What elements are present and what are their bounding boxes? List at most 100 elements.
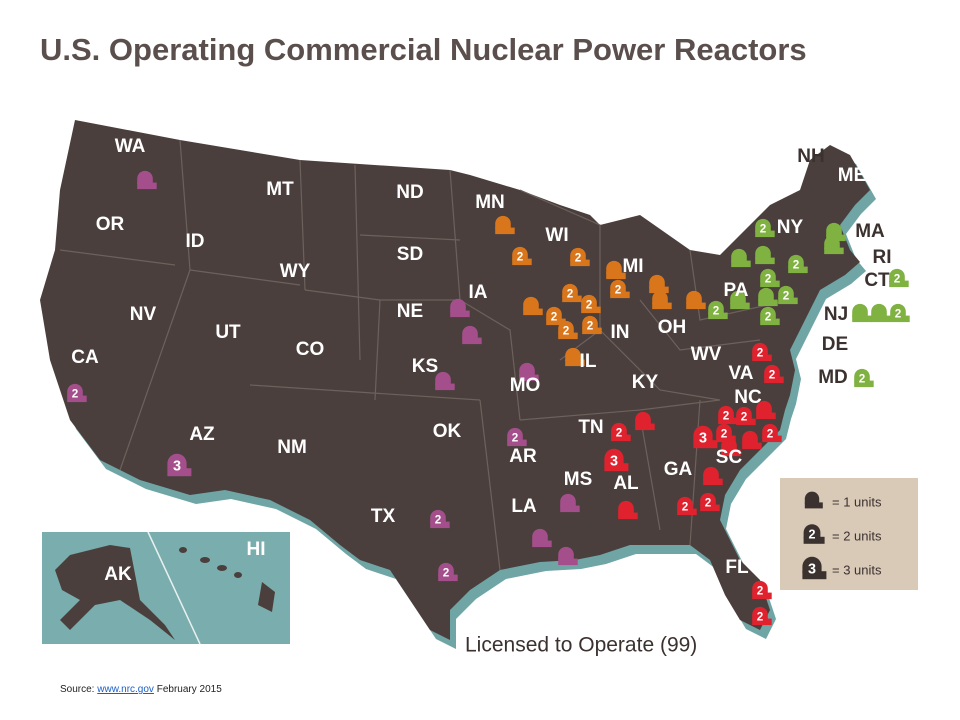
reactor-site xyxy=(686,290,706,310)
unit-count: 2 xyxy=(721,427,728,440)
state-border xyxy=(359,234,461,241)
reactor-site: 2 xyxy=(708,300,728,320)
state-label: OR xyxy=(96,214,125,235)
reactor-base xyxy=(890,315,910,323)
reactor-base xyxy=(532,540,552,548)
reactor-dome xyxy=(512,246,528,260)
reactor-base xyxy=(871,315,891,323)
state-label: NH xyxy=(797,146,824,167)
reactor-dome xyxy=(802,556,822,573)
reactor-base xyxy=(610,291,630,299)
reactor-site: 3 xyxy=(604,448,629,472)
reactor-dome xyxy=(730,290,746,304)
reactor-dome xyxy=(755,245,771,259)
reactor-base xyxy=(854,380,874,388)
reactor-site: 2 xyxy=(803,524,825,544)
state-label: KY xyxy=(632,372,659,393)
reactor-base xyxy=(760,318,780,326)
source-suffix: February 2015 xyxy=(156,684,222,695)
reactor-dome xyxy=(519,362,535,376)
reactor-site: 2 xyxy=(507,427,527,447)
state-border xyxy=(689,399,701,546)
reactor-site xyxy=(756,400,776,420)
state-border xyxy=(189,269,301,286)
unit-count: 2 xyxy=(793,258,800,271)
reactor-dome xyxy=(604,448,624,465)
reactor-dome xyxy=(804,491,820,504)
reactor-base xyxy=(562,295,582,303)
state-border xyxy=(519,399,721,421)
reactor-dome xyxy=(760,268,776,282)
reactor-site xyxy=(731,248,751,268)
reactor-base xyxy=(67,395,87,403)
reactor-dome xyxy=(618,500,634,514)
reactor-base xyxy=(693,440,718,449)
state-label: NV xyxy=(130,304,157,325)
unit-count: 2 xyxy=(741,410,748,423)
reactor-site xyxy=(824,235,844,255)
unit-count: 2 xyxy=(767,427,774,440)
reactor-site xyxy=(532,528,552,548)
legend-label: = 3 units xyxy=(832,562,882,577)
state-label: TN xyxy=(578,417,603,438)
state-border xyxy=(639,299,761,351)
reactor-site: 2 xyxy=(889,268,909,288)
reactor-dome xyxy=(532,528,548,542)
reactor-dome xyxy=(716,423,732,437)
state-label: MO xyxy=(510,375,541,396)
reactor-base xyxy=(137,182,157,190)
reactor-dome xyxy=(760,306,776,320)
reactor-base xyxy=(558,332,578,340)
reactor-dome xyxy=(718,405,734,419)
reactor-dome xyxy=(752,580,768,594)
reactor-dome xyxy=(649,274,665,288)
state-label: WA xyxy=(115,136,146,157)
reactor-dome xyxy=(686,290,702,304)
reactor-dome xyxy=(570,247,586,261)
unit-count: 3 xyxy=(173,458,181,474)
reactor-base xyxy=(435,383,455,391)
state-border xyxy=(519,189,601,330)
reactor-site: 2 xyxy=(562,283,582,303)
reactor-base xyxy=(802,571,827,580)
unit-count: 2 xyxy=(443,566,450,579)
state-border xyxy=(179,139,191,271)
state-border xyxy=(249,384,481,401)
reactor-base xyxy=(611,434,631,442)
reactor-base xyxy=(430,521,450,529)
reactor-base xyxy=(652,302,672,310)
legend-label: = 1 units xyxy=(832,494,882,509)
reactor-dome xyxy=(700,492,716,506)
reactor-base xyxy=(649,286,669,294)
reactor-base xyxy=(752,618,772,626)
reactor-base xyxy=(438,574,458,582)
source-link[interactable]: www.nrc.gov xyxy=(97,684,154,695)
reactor-site xyxy=(495,215,515,235)
mainland xyxy=(40,120,870,640)
reactor-site: 3 xyxy=(802,556,827,580)
reactor-site: 2 xyxy=(778,285,798,305)
reactor-dome xyxy=(889,268,905,282)
reactor-site: 2 xyxy=(718,405,738,425)
reactor-base xyxy=(560,505,580,513)
reactor-base xyxy=(760,280,780,288)
state-label: IN xyxy=(611,322,630,343)
reactor-dome xyxy=(430,509,446,523)
reactor-base xyxy=(755,230,775,238)
reactor-base xyxy=(581,306,601,314)
state-label: AZ xyxy=(189,424,215,445)
reactor-dome xyxy=(752,342,768,356)
state-label: PA xyxy=(724,280,749,301)
state-label: FL xyxy=(725,557,749,578)
reactor-dome xyxy=(824,235,840,249)
inset-label: HI xyxy=(247,539,266,560)
hawaii xyxy=(179,547,275,612)
reactor-base xyxy=(852,315,872,323)
reactor-dome xyxy=(558,320,574,334)
state-label: ME xyxy=(838,165,867,186)
state-label: SC xyxy=(716,447,743,468)
reactor-base xyxy=(512,258,532,266)
reactor-dome xyxy=(721,437,737,451)
reactor-dome xyxy=(703,466,719,480)
reactor-site: 2 xyxy=(736,406,756,426)
